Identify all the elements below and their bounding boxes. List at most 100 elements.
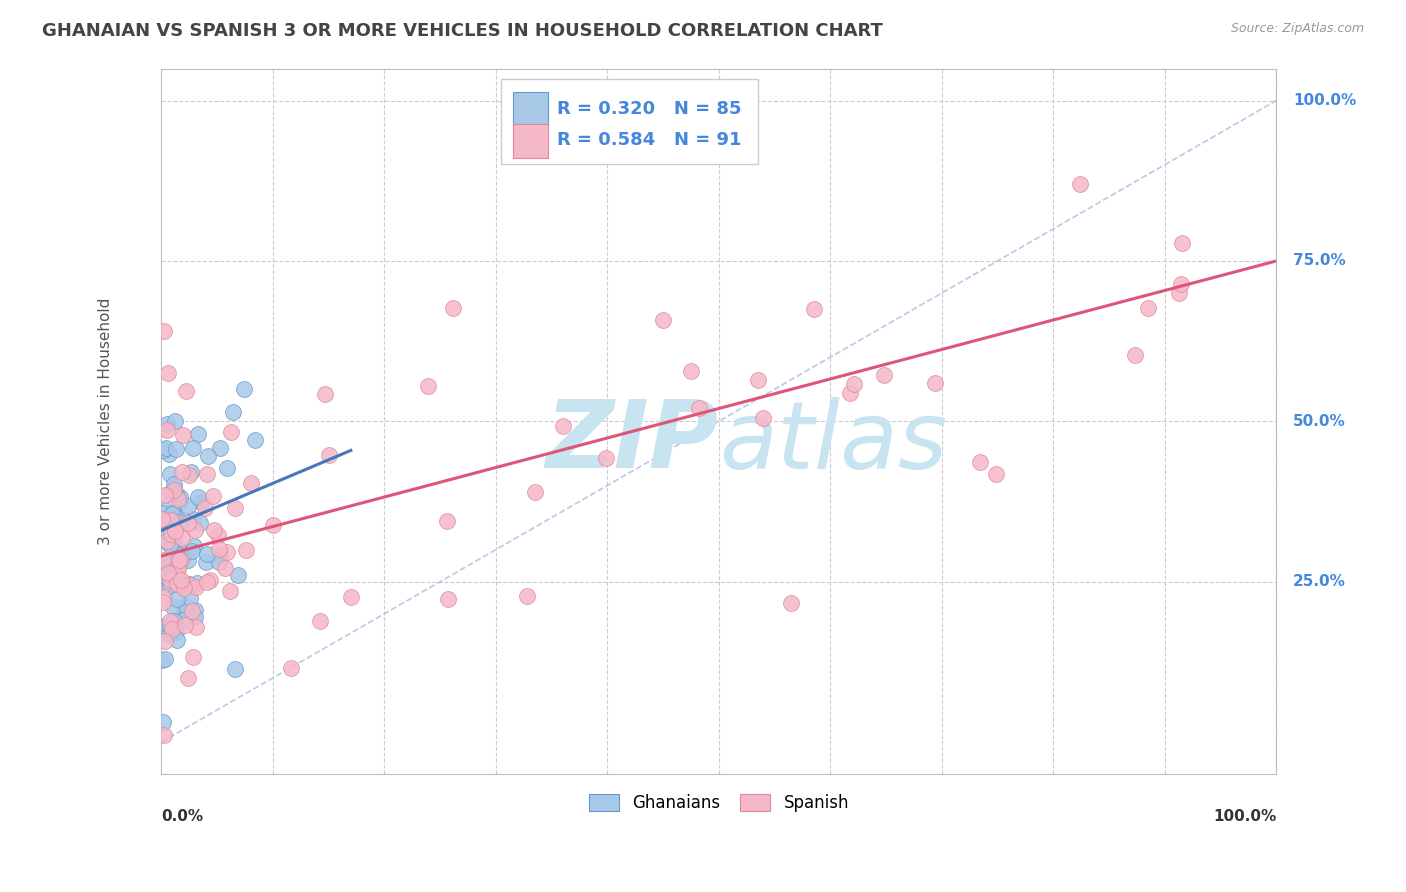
Point xyxy=(173,617,195,632)
Point xyxy=(209,442,232,456)
Point xyxy=(152,595,174,609)
Point xyxy=(1136,301,1159,316)
Point xyxy=(152,514,174,528)
Point xyxy=(243,433,266,447)
Point xyxy=(166,511,188,525)
Point xyxy=(160,622,183,636)
Point xyxy=(803,301,825,316)
Point xyxy=(986,467,1008,482)
Point xyxy=(239,476,262,491)
Point xyxy=(1170,277,1192,292)
Point xyxy=(842,377,865,392)
Point xyxy=(221,405,243,419)
Point xyxy=(195,467,218,481)
Point xyxy=(214,561,236,575)
Point xyxy=(163,481,186,495)
Text: R = 0.320   N = 85: R = 0.320 N = 85 xyxy=(557,100,741,118)
Point xyxy=(688,401,710,416)
Point xyxy=(165,513,187,527)
Point xyxy=(183,539,205,553)
Point xyxy=(780,596,803,610)
Point xyxy=(152,443,174,458)
Point xyxy=(221,425,243,440)
Point xyxy=(156,417,179,431)
Point xyxy=(159,573,181,587)
Point xyxy=(153,651,176,665)
Text: 75.0%: 75.0% xyxy=(1294,253,1346,268)
Point xyxy=(180,466,202,480)
Point xyxy=(190,516,212,530)
Point xyxy=(165,524,187,538)
Point xyxy=(156,560,179,574)
Point xyxy=(595,451,617,466)
Point xyxy=(173,603,195,617)
Point xyxy=(160,485,183,500)
Point xyxy=(166,566,188,580)
Point xyxy=(152,529,174,543)
Point xyxy=(314,387,336,401)
Point xyxy=(235,543,257,558)
Point xyxy=(159,614,181,628)
Point xyxy=(224,500,246,515)
Point xyxy=(516,589,538,603)
Point xyxy=(340,591,363,605)
Text: 50.0%: 50.0% xyxy=(1294,414,1346,429)
Point xyxy=(156,534,179,549)
Point xyxy=(200,574,222,588)
Point xyxy=(551,419,574,434)
Point xyxy=(208,555,231,569)
Point xyxy=(152,501,174,516)
Point xyxy=(162,573,184,587)
Point xyxy=(679,363,702,377)
Point xyxy=(436,514,458,528)
Point xyxy=(437,591,460,606)
Point xyxy=(218,584,240,599)
Point xyxy=(186,576,208,591)
Point xyxy=(169,548,191,562)
Point xyxy=(651,313,673,327)
Point xyxy=(152,553,174,567)
Point xyxy=(195,575,218,590)
Point xyxy=(166,577,188,591)
Point xyxy=(162,600,184,615)
Point xyxy=(170,553,193,567)
Point xyxy=(153,633,176,648)
Point xyxy=(208,542,231,557)
Point xyxy=(152,653,174,667)
Point xyxy=(159,619,181,633)
Point xyxy=(160,507,183,521)
Point xyxy=(163,524,186,539)
Point xyxy=(172,532,194,546)
Point xyxy=(226,567,249,582)
Point xyxy=(1168,285,1191,300)
Point xyxy=(187,490,209,504)
Point xyxy=(217,545,239,559)
Point xyxy=(172,613,194,627)
Point xyxy=(194,500,217,515)
Point xyxy=(441,301,464,315)
Point xyxy=(163,477,186,491)
Point xyxy=(207,527,229,541)
Point xyxy=(159,467,181,482)
Text: Source: ZipAtlas.com: Source: ZipAtlas.com xyxy=(1230,22,1364,36)
Point xyxy=(181,650,204,665)
Text: R = 0.584   N = 91: R = 0.584 N = 91 xyxy=(557,131,741,150)
FancyBboxPatch shape xyxy=(502,79,758,164)
Text: 25.0%: 25.0% xyxy=(1294,574,1346,590)
Point xyxy=(165,624,187,639)
Point xyxy=(153,488,176,502)
Point xyxy=(416,379,439,393)
Point xyxy=(177,552,200,566)
Point xyxy=(159,538,181,552)
Point xyxy=(751,411,773,425)
Point xyxy=(838,386,860,401)
Point xyxy=(262,517,284,532)
Point xyxy=(180,543,202,558)
Point xyxy=(232,382,254,396)
Legend: Ghanaians, Spanish: Ghanaians, Spanish xyxy=(582,788,856,819)
Point xyxy=(163,614,186,628)
Point xyxy=(179,577,201,591)
Point xyxy=(194,555,217,569)
Point xyxy=(166,632,188,647)
Point xyxy=(318,448,340,462)
